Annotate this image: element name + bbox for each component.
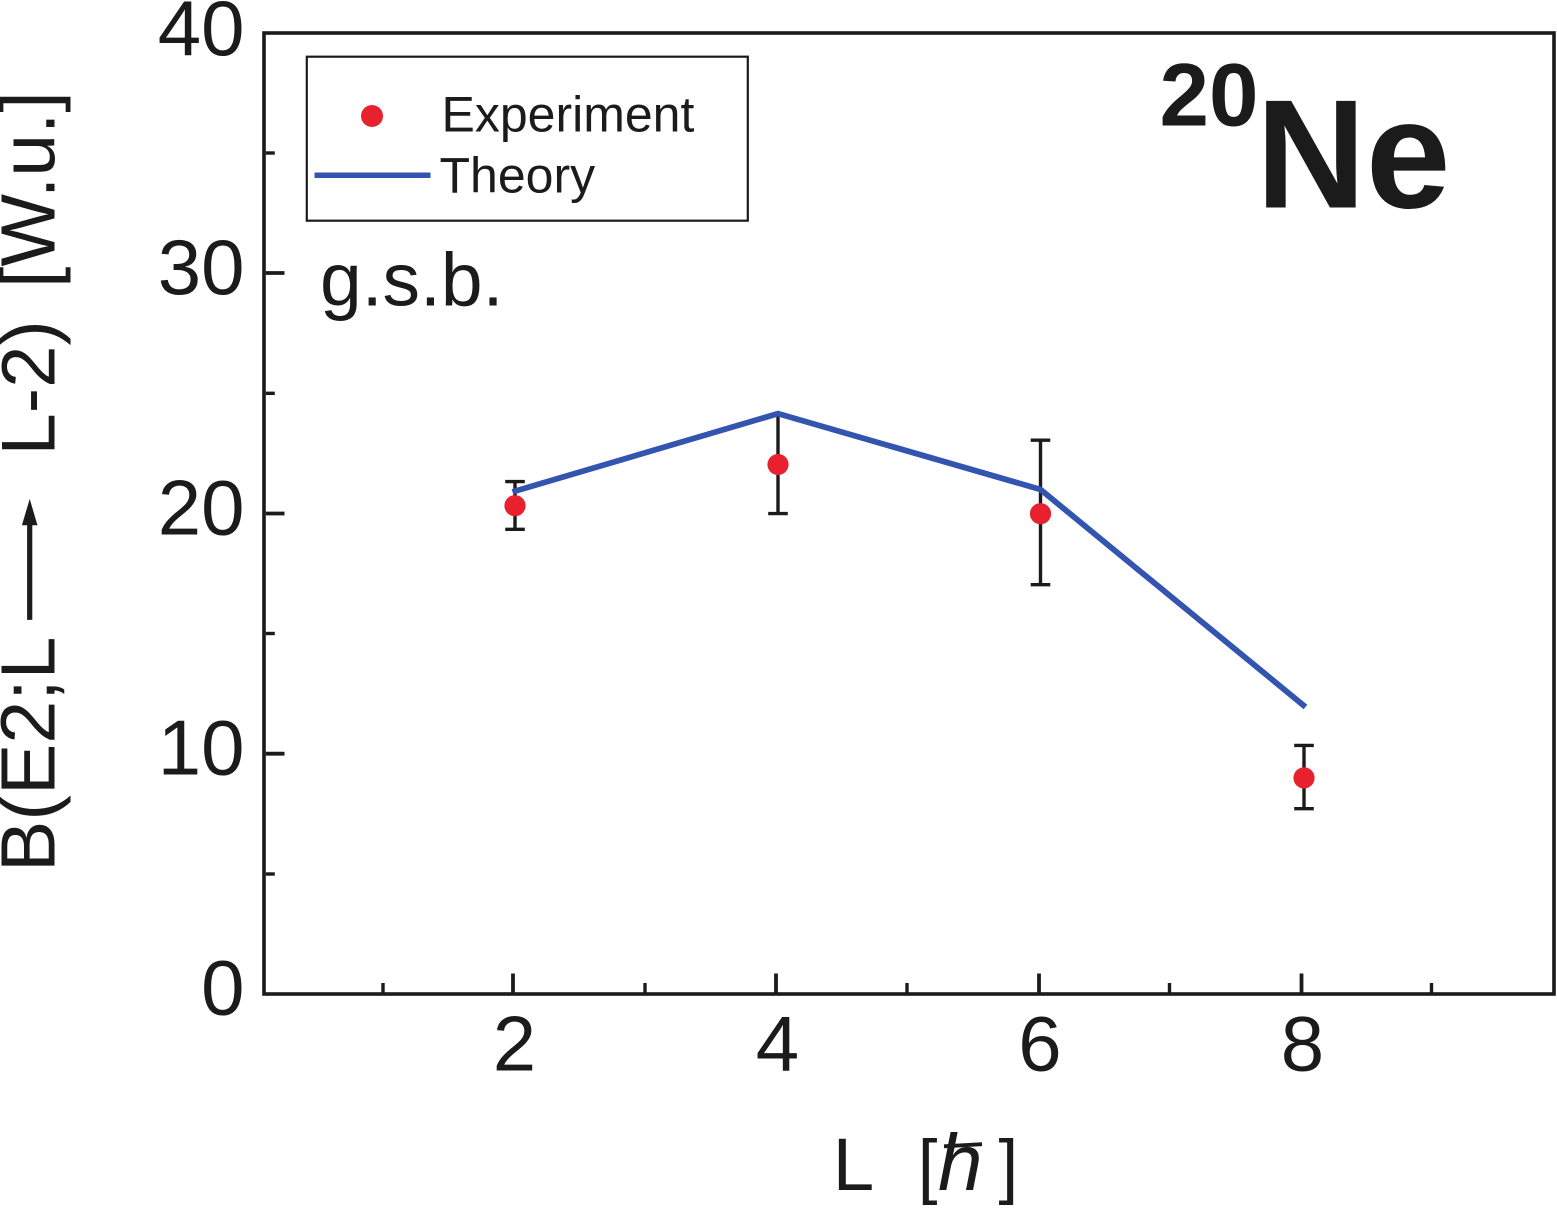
svg-text:Experiment: Experiment — [442, 87, 695, 143]
svg-text:40: 40 — [158, 0, 245, 72]
svg-text:B(E2;L: B(E2;L — [0, 637, 72, 872]
svg-text:Ne: Ne — [1256, 68, 1451, 241]
svg-text:L-2): L-2) — [0, 320, 72, 455]
svg-text:30: 30 — [158, 223, 245, 311]
svg-text:0: 0 — [201, 944, 244, 1032]
svg-text:20: 20 — [1160, 44, 1259, 144]
svg-text:10: 10 — [158, 704, 245, 792]
svg-text:4: 4 — [756, 1000, 799, 1088]
svg-text:h: h — [938, 1118, 983, 1207]
svg-text:L: L — [833, 1123, 874, 1206]
svg-text:Theory: Theory — [440, 148, 596, 204]
svg-text:6: 6 — [1018, 1000, 1061, 1088]
svg-text:]: ] — [999, 1127, 1019, 1206]
svg-text:20: 20 — [158, 464, 245, 552]
svg-text:2: 2 — [493, 1000, 536, 1088]
svg-text:8: 8 — [1281, 1000, 1324, 1088]
svg-text:[: [ — [918, 1127, 938, 1206]
svg-text:g.s.b.: g.s.b. — [320, 238, 503, 322]
svg-text:[W.u.]: [W.u.] — [0, 91, 72, 288]
